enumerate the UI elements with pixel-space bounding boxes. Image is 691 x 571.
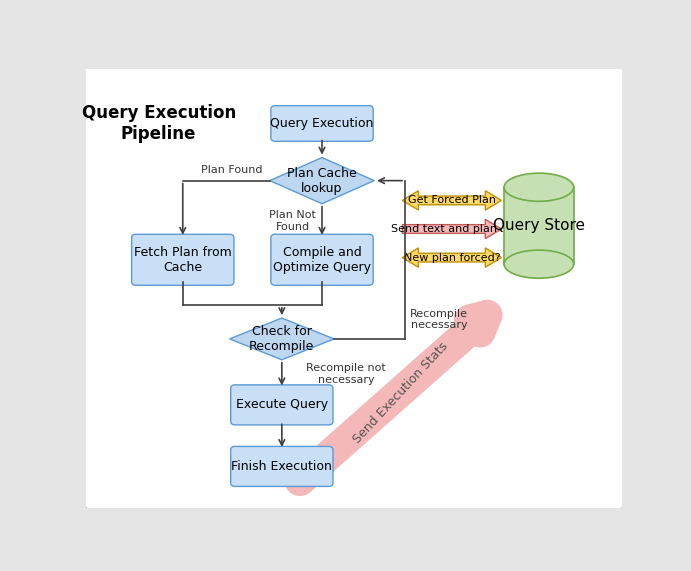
FancyBboxPatch shape <box>231 447 333 486</box>
FancyBboxPatch shape <box>271 234 373 286</box>
Text: Get Forced Plan: Get Forced Plan <box>408 195 496 206</box>
Text: Plan Not
Found: Plan Not Found <box>269 210 316 232</box>
Polygon shape <box>229 318 334 360</box>
Polygon shape <box>402 191 502 210</box>
Text: Fetch Plan from
Cache: Fetch Plan from Cache <box>134 246 231 274</box>
Ellipse shape <box>504 173 574 202</box>
Polygon shape <box>402 248 502 267</box>
Text: Compile and
Optimize Query: Compile and Optimize Query <box>273 246 371 274</box>
Text: Send text and plan: Send text and plan <box>391 224 497 234</box>
Text: Query Execution: Query Execution <box>270 117 374 130</box>
Text: Recompile
necessary: Recompile necessary <box>410 308 468 330</box>
Polygon shape <box>269 158 375 204</box>
Text: New plan forced?: New plan forced? <box>404 252 500 263</box>
Text: Query Execution
Pipeline: Query Execution Pipeline <box>82 104 236 143</box>
Text: Check for
Recompile: Check for Recompile <box>249 325 314 353</box>
Polygon shape <box>402 219 502 239</box>
FancyBboxPatch shape <box>231 385 333 425</box>
FancyBboxPatch shape <box>131 234 234 286</box>
FancyBboxPatch shape <box>84 62 625 513</box>
Text: Plan Found: Plan Found <box>201 166 263 175</box>
Text: Recompile not
necessary: Recompile not necessary <box>306 363 386 385</box>
Text: Query Store: Query Store <box>493 218 585 233</box>
Text: Send Execution Stats: Send Execution Stats <box>351 340 451 447</box>
Text: Execute Query: Execute Query <box>236 399 328 411</box>
Polygon shape <box>504 187 574 264</box>
Text: Finish Execution: Finish Execution <box>231 460 332 473</box>
FancyBboxPatch shape <box>271 106 373 141</box>
Text: Plan Cache
lookup: Plan Cache lookup <box>287 167 357 195</box>
Ellipse shape <box>504 250 574 278</box>
